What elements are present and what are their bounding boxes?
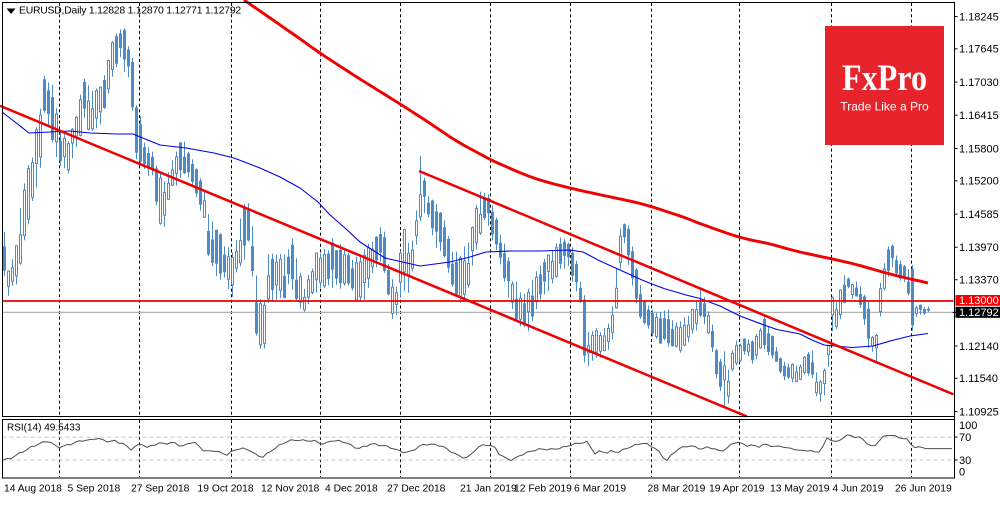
svg-text:100: 100 [959, 420, 977, 432]
svg-text:1.17645: 1.17645 [959, 44, 999, 56]
svg-text:70: 70 [959, 432, 971, 444]
svg-text:1.13370: 1.13370 [959, 275, 999, 287]
svg-text:13 May 2019: 13 May 2019 [770, 484, 830, 495]
svg-text:1.12140: 1.12140 [959, 341, 999, 353]
svg-text:21 Jan 2019: 21 Jan 2019 [460, 484, 517, 495]
svg-text:27 Sep 2018: 27 Sep 2018 [131, 484, 190, 495]
svg-text:19 Oct 2018: 19 Oct 2018 [198, 484, 254, 495]
svg-text:1.11540: 1.11540 [959, 373, 998, 385]
svg-text:1.15800: 1.15800 [959, 143, 999, 155]
svg-text:0: 0 [959, 466, 965, 478]
svg-text:1.14585: 1.14585 [959, 209, 999, 221]
svg-text:1.15200: 1.15200 [959, 176, 999, 188]
svg-text:1.18245: 1.18245 [959, 11, 999, 23]
svg-text:12 Feb 2019: 12 Feb 2019 [514, 484, 572, 495]
svg-text:5 Sep 2018: 5 Sep 2018 [68, 484, 121, 495]
svg-text:28 Mar 2019: 28 Mar 2019 [648, 484, 706, 495]
svg-text:1.16415: 1.16415 [959, 110, 999, 122]
svg-text:FxPro: FxPro [842, 58, 927, 99]
svg-text:14 Aug 2018: 14 Aug 2018 [4, 484, 62, 495]
svg-text:30: 30 [959, 455, 971, 467]
svg-text:Trade Like a Pro: Trade Like a Pro [840, 100, 929, 114]
svg-text:26 Jun 2019: 26 Jun 2019 [895, 484, 952, 495]
svg-text:6 Mar 2019: 6 Mar 2019 [574, 484, 626, 495]
svg-text:1.17030: 1.17030 [959, 77, 999, 89]
svg-text:EURUSD,Daily 1.12828 1.12870: EURUSD,Daily 1.12828 1.12870 1.12771 1.1… [19, 6, 241, 17]
svg-text:1.13970: 1.13970 [959, 242, 999, 254]
svg-text:1.12792: 1.12792 [959, 307, 999, 319]
svg-text:27 Dec 2018: 27 Dec 2018 [387, 484, 446, 495]
svg-text:4 Jun 2019: 4 Jun 2019 [833, 484, 884, 495]
svg-text:RSI(14) 49.5433: RSI(14) 49.5433 [7, 423, 81, 434]
svg-text:12 Nov 2018: 12 Nov 2018 [261, 484, 320, 495]
svg-text:19 Apr 2019: 19 Apr 2019 [709, 484, 765, 495]
svg-text:1.13000: 1.13000 [959, 295, 999, 307]
svg-text:4 Dec 2018: 4 Dec 2018 [325, 484, 378, 495]
svg-text:1.10925: 1.10925 [959, 406, 999, 418]
